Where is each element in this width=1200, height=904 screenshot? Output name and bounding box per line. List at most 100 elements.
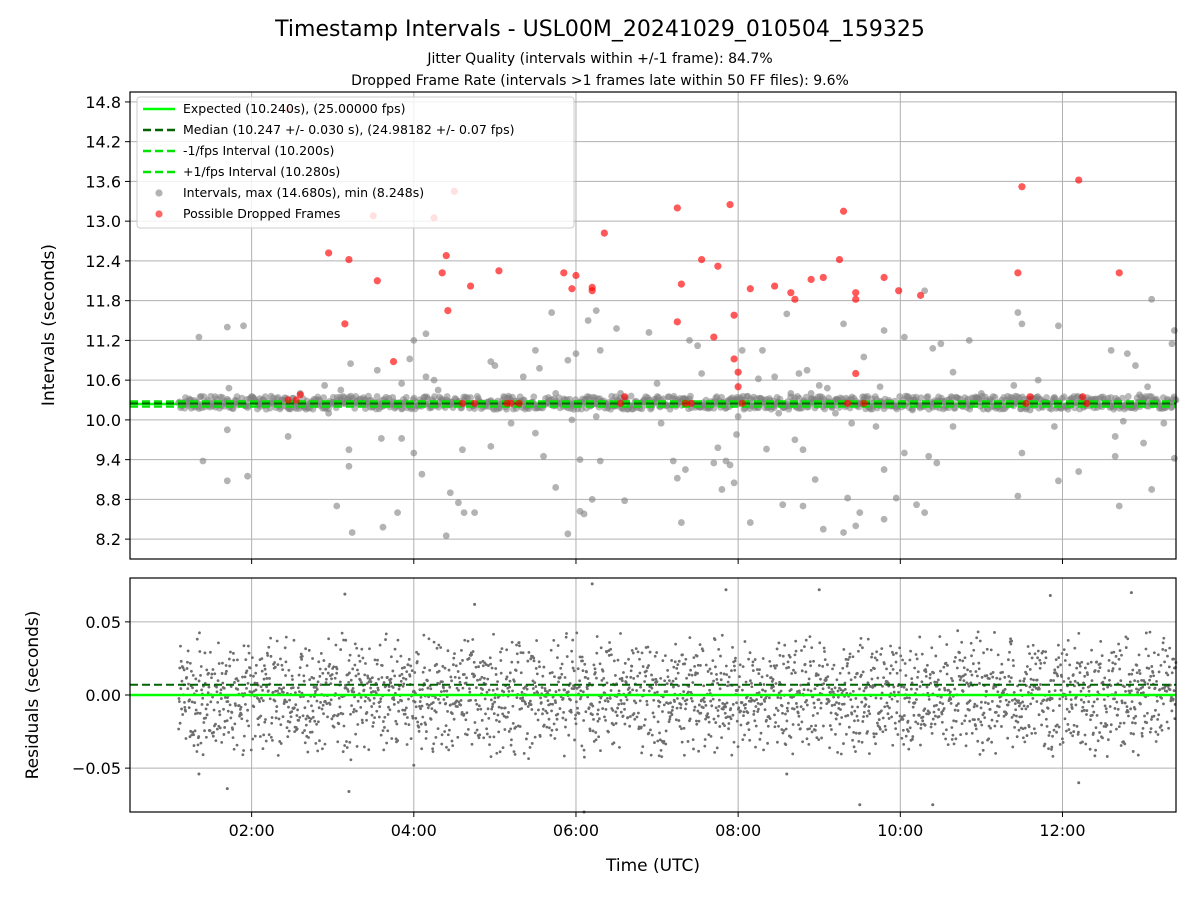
residual-point: [465, 733, 469, 737]
residual-point: [186, 660, 189, 664]
residual-point: [956, 629, 960, 633]
residual-point: [220, 672, 224, 675]
residual-point: [731, 702, 735, 706]
residual-point: [675, 667, 679, 670]
residual-point: [382, 748, 386, 752]
residual-point: [1033, 731, 1037, 735]
residual-point: [198, 650, 202, 653]
interval-point: [909, 406, 916, 414]
interval-point: [199, 457, 207, 465]
residual-point: [500, 706, 503, 710]
residual-point: [249, 674, 252, 677]
residual-point: [260, 657, 264, 660]
residual-point: [1079, 698, 1083, 702]
residual-point: [268, 697, 272, 701]
residual-point: [651, 711, 655, 715]
residual-point: [510, 640, 514, 644]
residual-point: [377, 715, 381, 719]
residual-point: [622, 671, 625, 674]
residual-point: [887, 717, 891, 720]
residual-point: [223, 726, 227, 729]
residual-point: [400, 672, 404, 676]
residual-point: [842, 648, 846, 651]
residual-point: [702, 684, 706, 688]
residual-point: [909, 649, 913, 653]
residual-point: [1083, 666, 1087, 670]
residual-point: [832, 663, 836, 667]
dropped-frame-point: [1022, 399, 1030, 407]
residual-point: [436, 727, 440, 731]
dropped-frame-point: [852, 369, 860, 378]
residual-point: [633, 717, 637, 721]
residual-point: [921, 715, 925, 719]
residual-point: [530, 708, 534, 711]
residual-point: [444, 701, 448, 705]
residual-point: [653, 654, 657, 658]
residual-point: [431, 750, 435, 753]
residual-point: [725, 673, 729, 676]
residual-point: [1057, 725, 1061, 729]
residual-point: [651, 678, 655, 682]
interval-point: [682, 466, 689, 473]
residual-point: [721, 722, 725, 726]
residual-point: [658, 731, 661, 735]
interval-point: [1055, 477, 1062, 485]
residual-point: [976, 739, 980, 743]
residual-point: [971, 662, 975, 666]
residual-point: [1170, 671, 1174, 675]
dropped-frame-point: [746, 285, 754, 293]
residual-point: [1131, 721, 1134, 725]
residual-point: [944, 728, 948, 732]
residual-point: [534, 685, 538, 688]
residual-point: [1018, 679, 1022, 683]
residual-point: [453, 675, 457, 679]
residual-point: [571, 666, 575, 670]
residual-point: [792, 668, 795, 672]
residual-point: [318, 739, 321, 743]
residual-point: [689, 668, 692, 672]
residual-point: [836, 695, 840, 699]
residual-point: [355, 646, 359, 650]
residual-point: [1041, 649, 1045, 653]
top-y-tick-label: 11.2: [85, 331, 121, 350]
residual-point: [585, 687, 589, 691]
residual-point: [710, 704, 714, 708]
residual-point: [441, 680, 444, 684]
residual-point: [335, 671, 339, 675]
residual-point: [924, 668, 927, 671]
residual-point: [917, 713, 921, 717]
interval-point: [1119, 417, 1127, 425]
residual-point: [616, 706, 620, 710]
residual-point: [666, 668, 669, 672]
residual-point: [183, 700, 186, 704]
interval-point: [763, 445, 770, 453]
residual-point: [905, 688, 908, 692]
residual-point: [617, 689, 621, 693]
residual-point: [799, 705, 803, 709]
residual-point: [488, 735, 492, 739]
residual-point: [222, 707, 225, 711]
residual-point: [181, 666, 185, 670]
residual-point: [379, 697, 383, 701]
residual-point: [491, 702, 495, 706]
residual-point: [179, 687, 183, 690]
residual-point: [524, 702, 528, 706]
residual-point: [307, 648, 311, 652]
residual-point: [1167, 726, 1170, 730]
residual-point: [978, 639, 982, 643]
residual-point: [558, 675, 562, 679]
residual-point: [915, 657, 919, 661]
residual-point: [829, 690, 833, 694]
residual-point: [632, 699, 636, 703]
residual-point: [549, 648, 553, 652]
residual-point: [647, 664, 651, 667]
residual-point: [816, 673, 820, 677]
residual-point: [1031, 688, 1034, 692]
residual-point: [884, 728, 888, 732]
residual-point: [468, 687, 471, 690]
interval-point: [669, 457, 677, 465]
residual-point: [1105, 710, 1108, 714]
residual-point: [306, 699, 310, 703]
residual-point: [1023, 677, 1026, 681]
residual-point: [218, 713, 222, 717]
